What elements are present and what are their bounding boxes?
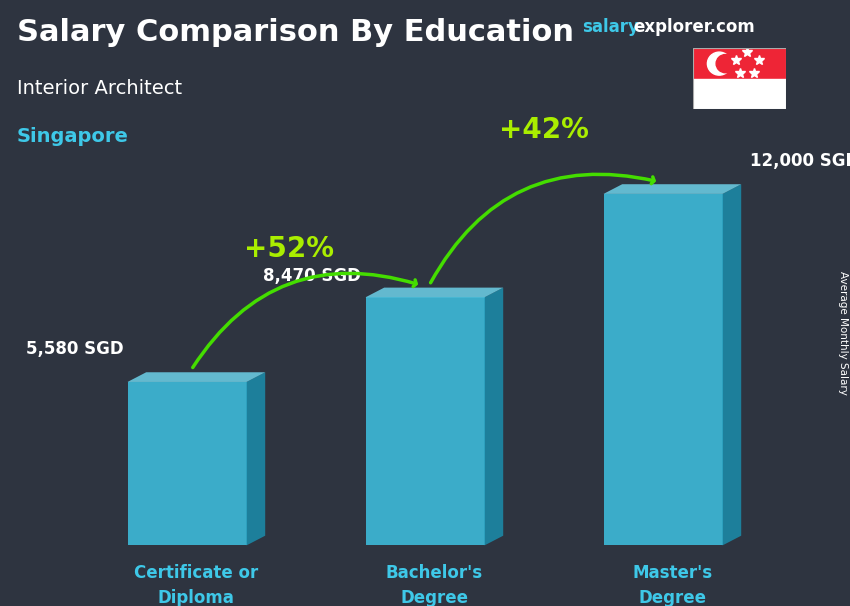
Text: Master's
Degree: Master's Degree bbox=[632, 564, 712, 606]
Polygon shape bbox=[722, 184, 741, 545]
Circle shape bbox=[716, 55, 734, 73]
Bar bbox=[693, 79, 786, 109]
Text: +52%: +52% bbox=[244, 235, 334, 263]
Text: Average Monthly Salary: Average Monthly Salary bbox=[838, 271, 848, 395]
Polygon shape bbox=[366, 288, 503, 298]
Text: Salary Comparison By Education: Salary Comparison By Education bbox=[17, 18, 574, 47]
Text: Certificate or
Diploma: Certificate or Diploma bbox=[134, 564, 258, 606]
Bar bbox=[693, 48, 786, 79]
Polygon shape bbox=[366, 298, 484, 545]
Text: Singapore: Singapore bbox=[17, 127, 129, 146]
Polygon shape bbox=[604, 184, 741, 194]
Text: 8,470 SGD: 8,470 SGD bbox=[264, 267, 361, 285]
Polygon shape bbox=[128, 382, 246, 545]
Text: salary: salary bbox=[582, 18, 639, 36]
Circle shape bbox=[707, 52, 731, 75]
Text: +42%: +42% bbox=[499, 116, 589, 144]
Polygon shape bbox=[604, 194, 722, 545]
Text: 12,000 SGD: 12,000 SGD bbox=[750, 152, 850, 170]
Polygon shape bbox=[484, 288, 503, 545]
Polygon shape bbox=[246, 372, 265, 545]
Text: explorer.com: explorer.com bbox=[633, 18, 755, 36]
Text: Interior Architect: Interior Architect bbox=[17, 79, 182, 98]
Text: 5,580 SGD: 5,580 SGD bbox=[26, 340, 123, 358]
Text: Bachelor's
Degree: Bachelor's Degree bbox=[386, 564, 483, 606]
Polygon shape bbox=[128, 372, 265, 382]
